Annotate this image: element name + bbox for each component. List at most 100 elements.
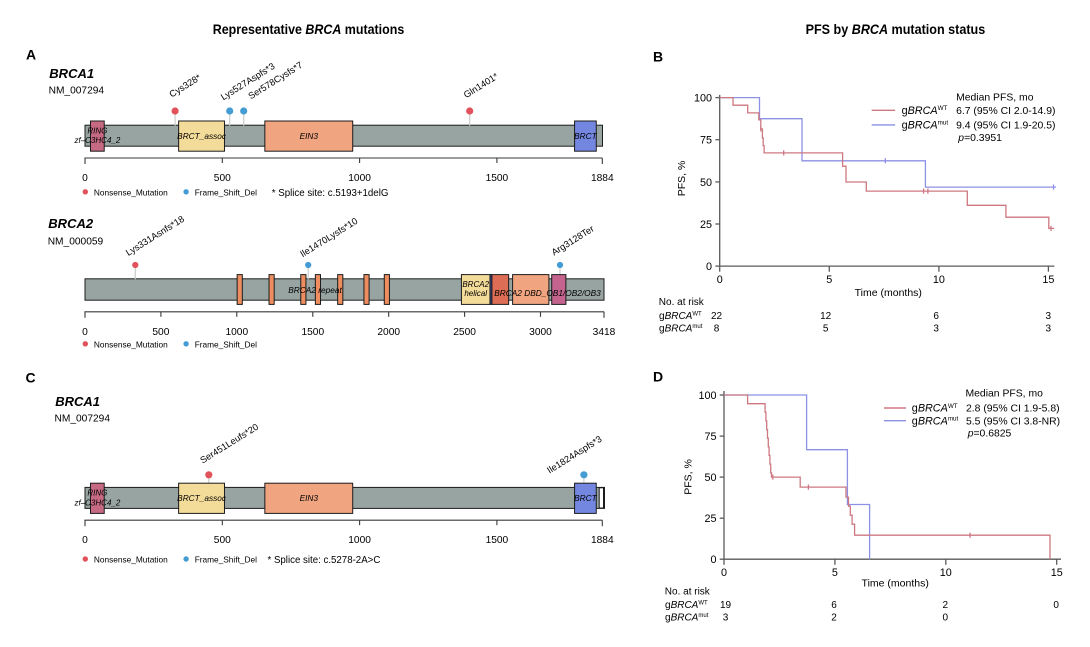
svg-text:100: 100 (698, 390, 716, 402)
svg-text:BRCT_assoc: BRCT_assoc (177, 493, 227, 503)
svg-text:0: 0 (717, 274, 723, 286)
svg-text:BRCT: BRCT (574, 131, 598, 141)
svg-text:2000: 2000 (377, 327, 400, 338)
svg-text:* Splice site: c.5278-2A>C: * Splice site: c.5278-2A>C (268, 555, 381, 566)
svg-text:p=0.6825: p=0.6825 (967, 429, 1012, 440)
svg-text:gBRCAmut: gBRCAmut (665, 612, 709, 623)
svg-text:Frame_Shift_Del: Frame_Shift_Del (195, 339, 257, 349)
svg-text:RING: RING (87, 126, 107, 135)
svg-text:No. at risk: No. at risk (659, 297, 705, 308)
svg-text:zf–C3HC4_2: zf–C3HC4_2 (73, 498, 120, 507)
svg-text:100: 100 (694, 93, 712, 105)
svg-text:3000: 3000 (529, 327, 552, 338)
svg-text:zf–C3HC4_2: zf–C3HC4_2 (73, 136, 120, 145)
svg-text:5: 5 (832, 567, 838, 579)
svg-text:75: 75 (700, 135, 712, 147)
svg-text:1500: 1500 (301, 327, 324, 338)
svg-text:BRCA2: BRCA2 (48, 216, 94, 231)
svg-text:3: 3 (1046, 323, 1052, 334)
svg-text:NM_007294: NM_007294 (55, 414, 111, 425)
svg-text:15: 15 (1042, 274, 1054, 286)
svg-text:BRCT: BRCT (574, 493, 598, 503)
svg-text:BRCA2: BRCA2 (462, 280, 489, 289)
svg-text:25: 25 (700, 219, 712, 231)
svg-text:gBRCAmut: gBRCAmut (902, 120, 949, 132)
svg-text:500: 500 (214, 535, 231, 546)
svg-text:1500: 1500 (486, 535, 509, 546)
svg-text:BRCA1: BRCA1 (55, 394, 100, 409)
svg-text:1500: 1500 (486, 173, 509, 184)
svg-text:gBRCAWT: gBRCAWT (912, 403, 958, 415)
svg-text:0: 0 (82, 173, 88, 184)
svg-text:Median PFS, mo: Median PFS, mo (956, 92, 1034, 103)
svg-text:Time (months): Time (months) (862, 578, 929, 590)
svg-text:gBRCAWT: gBRCAWT (665, 600, 708, 611)
svg-text:6: 6 (933, 311, 939, 322)
svg-text:EIN3: EIN3 (300, 131, 319, 141)
svg-text:RING: RING (87, 489, 107, 498)
svg-text:A: A (26, 47, 36, 63)
svg-text:PFS, %: PFS, % (683, 459, 695, 495)
svg-text:BRCA2 DBD_OB1/OB2/OB3: BRCA2 DBD_OB1/OB2/OB3 (494, 288, 601, 298)
svg-text:9.4 (95% CI 1.9-20.5): 9.4 (95% CI 1.9-20.5) (956, 121, 1055, 132)
svg-text:1000: 1000 (225, 327, 248, 338)
svg-text:EIN3: EIN3 (300, 493, 319, 503)
svg-text:10: 10 (933, 274, 945, 286)
svg-text:3418: 3418 (593, 327, 616, 338)
svg-text:50: 50 (704, 472, 716, 484)
svg-text:helical: helical (464, 289, 487, 298)
svg-text:Representative BRCA mutations: Representative BRCA mutations (213, 21, 405, 37)
svg-text:1000: 1000 (348, 173, 371, 184)
svg-text:0: 0 (706, 261, 712, 273)
svg-text:Frame_Shift_Del: Frame_Shift_Del (195, 555, 257, 565)
svg-text:50: 50 (700, 177, 712, 189)
svg-text:Frame_Shift_Del: Frame_Shift_Del (195, 187, 257, 197)
svg-text:12: 12 (820, 311, 832, 322)
svg-text:C: C (26, 369, 36, 385)
svg-text:3: 3 (1046, 311, 1052, 322)
svg-text:19: 19 (720, 600, 732, 611)
svg-text:gBRCAWT: gBRCAWT (902, 105, 948, 117)
svg-text:BRCA1: BRCA1 (49, 66, 94, 81)
svg-text:No. at risk: No. at risk (665, 587, 711, 598)
svg-text:75: 75 (704, 431, 716, 443)
svg-text:p=0.3951: p=0.3951 (957, 133, 1002, 144)
svg-text:gBRCAmut: gBRCAmut (659, 323, 703, 334)
svg-text:5.5 (95% CI 3.8-NR): 5.5 (95% CI 3.8-NR) (966, 416, 1060, 427)
svg-text:0: 0 (943, 612, 949, 623)
svg-text:10: 10 (940, 567, 952, 579)
svg-text:gBRCAWT: gBRCAWT (659, 311, 702, 322)
svg-text:PFS, %: PFS, % (676, 161, 688, 197)
svg-text:5: 5 (826, 274, 832, 286)
svg-text:2500: 2500 (453, 327, 476, 338)
svg-text:25: 25 (704, 513, 716, 525)
svg-text:* Splice site: c.5193+1delG: * Splice site: c.5193+1delG (272, 188, 389, 199)
svg-text:1884: 1884 (591, 535, 614, 546)
svg-text:0: 0 (721, 567, 727, 579)
svg-text:NM_007294: NM_007294 (49, 86, 105, 97)
svg-text:BRCA2 repeat: BRCA2 repeat (288, 285, 342, 295)
svg-text:0: 0 (710, 554, 716, 566)
svg-text:1000: 1000 (348, 535, 371, 546)
svg-text:5: 5 (823, 323, 829, 334)
svg-text:Median PFS, mo: Median PFS, mo (966, 388, 1044, 399)
svg-text:22: 22 (711, 311, 723, 322)
svg-text:500: 500 (214, 173, 231, 184)
svg-text:2.8 (95% CI 1.9-5.8): 2.8 (95% CI 1.9-5.8) (966, 404, 1060, 415)
svg-text:gBRCAmut: gBRCAmut (912, 415, 959, 427)
svg-text:500: 500 (152, 327, 169, 338)
svg-text:8: 8 (714, 323, 720, 334)
svg-text:3: 3 (723, 612, 729, 623)
svg-text:PFS by BRCA mutation status: PFS by BRCA mutation status (806, 21, 986, 37)
svg-text:2: 2 (831, 612, 837, 623)
svg-text:2: 2 (943, 600, 949, 611)
svg-text:NM_000059: NM_000059 (48, 237, 104, 248)
svg-text:0: 0 (82, 535, 88, 546)
svg-text:B: B (653, 49, 663, 65)
svg-text:3: 3 (933, 323, 939, 334)
svg-text:D: D (653, 368, 663, 384)
svg-text:6: 6 (831, 600, 837, 611)
svg-text:Time (months): Time (months) (855, 287, 922, 299)
svg-text:BRCT_assoc: BRCT_assoc (177, 131, 227, 141)
svg-text:6.7 (95% CI 2.0-14.9): 6.7 (95% CI 2.0-14.9) (956, 106, 1055, 117)
